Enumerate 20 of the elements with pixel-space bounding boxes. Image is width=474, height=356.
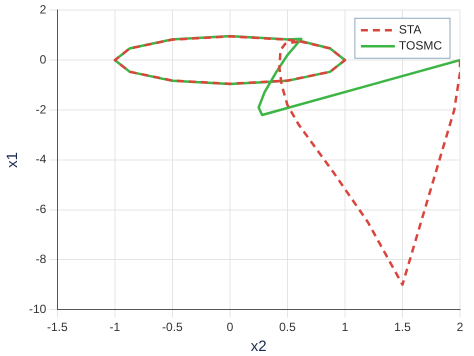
- y-tick-label: -2: [36, 102, 47, 116]
- y-tick-label: -8: [36, 252, 47, 266]
- legend-label: STA: [398, 22, 422, 37]
- x-tick-label: 0: [226, 320, 234, 334]
- y-tick-label: -4: [36, 152, 47, 166]
- y-tick-label: 2: [40, 2, 47, 17]
- x-tick-label: -1.5: [47, 320, 68, 334]
- x-tick-label: -0.5: [162, 320, 184, 334]
- x-tick-label: 2: [456, 320, 464, 334]
- y-axis-title: x1: [4, 152, 22, 168]
- x-tick-label: 1.5: [394, 320, 412, 334]
- x-tick-label: 0.5: [279, 320, 296, 334]
- y-tick-label: -6: [36, 202, 47, 216]
- line-series: [114, 35, 460, 286]
- y-tick-label: -10: [29, 302, 47, 316]
- x-tick-label: 1: [342, 320, 349, 334]
- x-tick-label: -1: [110, 320, 121, 334]
- x-axis-title: x2: [250, 338, 267, 356]
- y-tick-label: 0: [40, 52, 47, 66]
- legend-label: TOSMC: [398, 38, 442, 53]
